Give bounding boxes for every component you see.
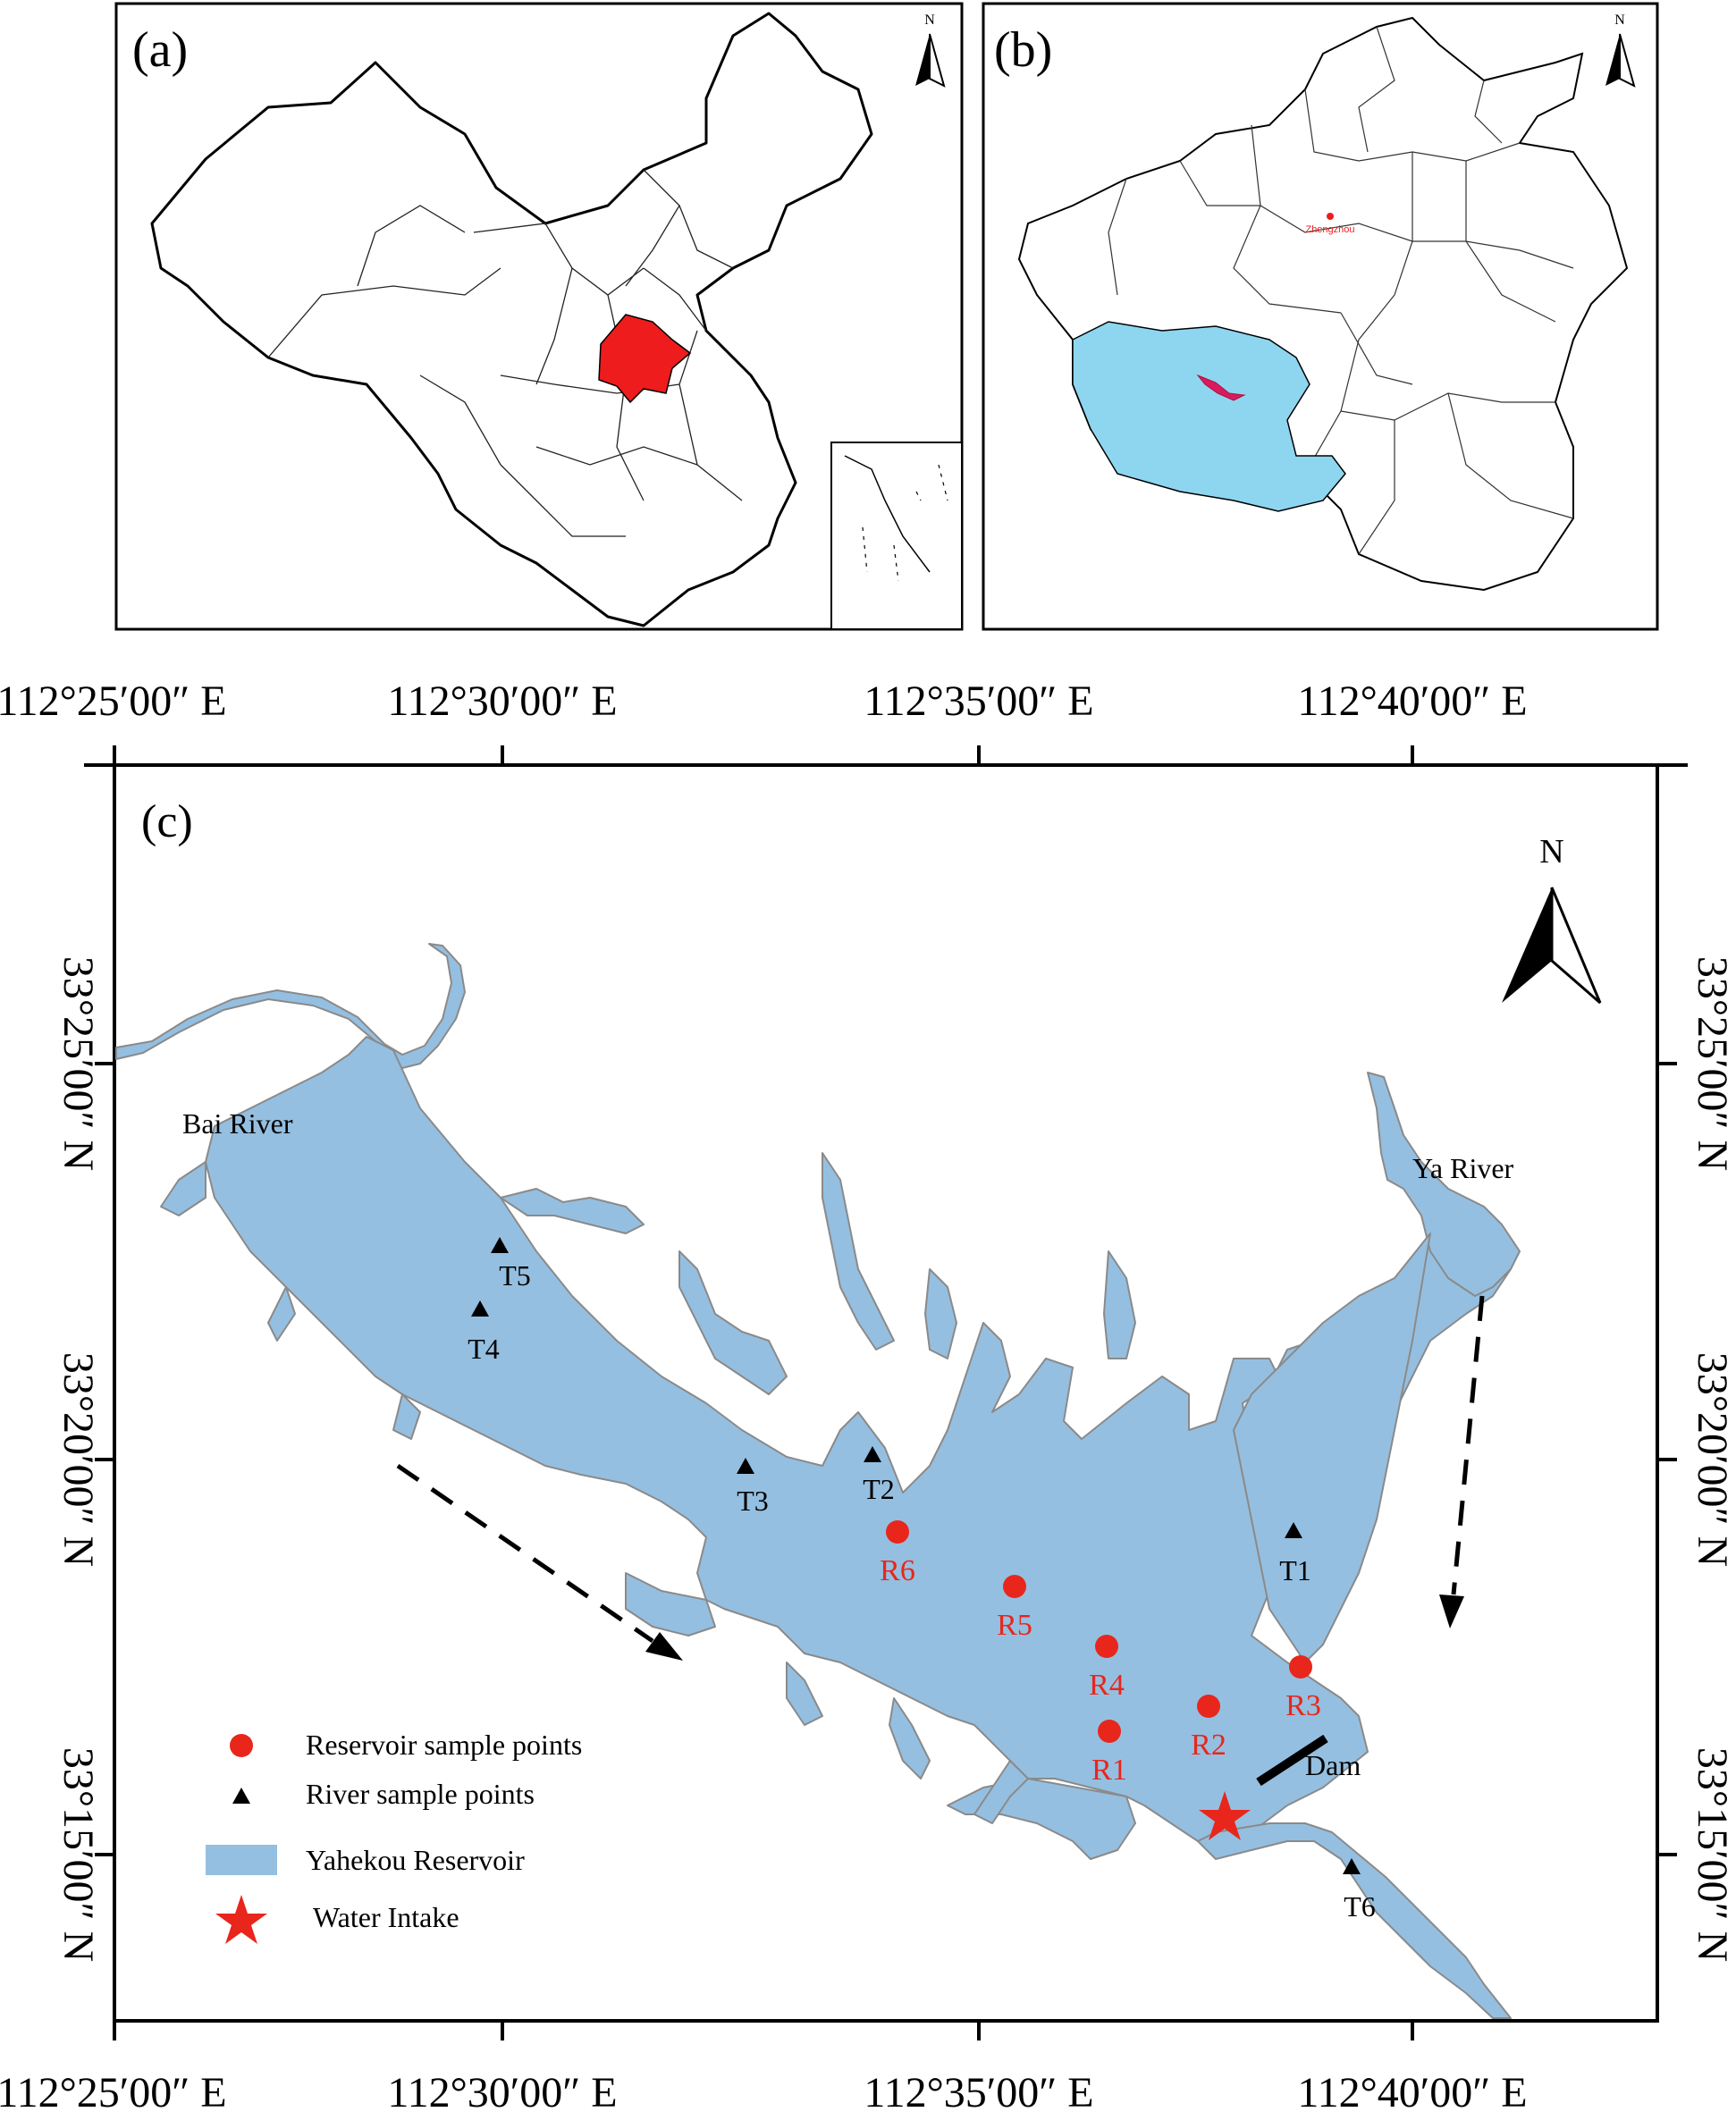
lon-label-top-2: 112°35′00″ E xyxy=(864,677,1093,725)
legend-reservoir-label: Reservoir sample points xyxy=(306,1729,582,1761)
ya-river-label: Ya River xyxy=(1412,1152,1514,1184)
reservoir-sample-points: R6 R5 R4 R1 R2 R3 xyxy=(880,1520,1321,1787)
reservoir-point-R6: R6 xyxy=(880,1520,915,1587)
reservoir-point-R4: R4 xyxy=(1089,1635,1125,1702)
legend: Reservoir sample points River sample poi… xyxy=(206,1729,582,1944)
river-point-label: T3 xyxy=(737,1485,769,1517)
zhengzhou-dot xyxy=(1327,213,1334,220)
bai-river-label: Bai River xyxy=(182,1107,293,1140)
legend-area-symbol xyxy=(206,1845,277,1875)
river-point-label: T5 xyxy=(499,1259,531,1292)
panel-c-frame xyxy=(113,763,1659,2023)
panel-c-label: (c) xyxy=(141,796,193,847)
yahekou-reservoir xyxy=(115,943,1521,2019)
water-intake-star xyxy=(1199,1791,1251,1840)
river-point-T6: T6 xyxy=(1343,1858,1376,1923)
lat-label-right-2: 33°15′00″ N xyxy=(1689,1747,1736,1962)
lat-label-right-1: 33°20′00″ N xyxy=(1689,1352,1736,1567)
north-arrow-a: N xyxy=(915,13,946,88)
lon-label-top-0: 112°25′00″ E xyxy=(0,677,227,725)
dam-label: Dam xyxy=(1305,1749,1361,1781)
river-point-label: T4 xyxy=(468,1333,500,1365)
panel-b-label: (b) xyxy=(994,22,1052,78)
river-point-T2: T2 xyxy=(863,1446,895,1505)
lon-label-bottom-3: 112°40′00″ E xyxy=(1297,2069,1527,2112)
river-point-label: T1 xyxy=(1279,1554,1311,1586)
river-point-label: T6 xyxy=(1344,1890,1376,1923)
reservoir-point-R5: R5 xyxy=(997,1575,1032,1642)
flow-arrow-west xyxy=(396,1463,683,1661)
north-arrow-a-letter: N xyxy=(924,13,935,28)
legend-intake-symbol xyxy=(215,1895,267,1944)
reservoir-point-label: R4 xyxy=(1089,1669,1125,1702)
reservoir-point-label: R1 xyxy=(1091,1754,1127,1787)
river-point-T5: T5 xyxy=(491,1237,531,1292)
legend-river-symbol xyxy=(232,1788,250,1804)
lat-labels-left: 33°25′00″ N 33°20′00″ N 33°15′00″ N xyxy=(55,956,102,1962)
legend-intake-label: Water Intake xyxy=(313,1901,459,1933)
north-arrow-b: N xyxy=(1605,13,1636,88)
reservoir-point-label: R5 xyxy=(997,1609,1032,1642)
north-arrow-c-letter: N xyxy=(1539,833,1563,871)
lat-label-left-0: 33°25′00″ N xyxy=(55,956,102,1171)
legend-river-label: River sample points xyxy=(306,1778,535,1810)
reservoir-point-R1: R1 xyxy=(1091,1720,1127,1787)
lat-label-left-2: 33°15′00″ N xyxy=(55,1747,102,1962)
frame-ticks xyxy=(84,745,1688,2040)
legend-area-label: Yahekou Reservoir xyxy=(306,1844,525,1876)
zhengzhou-label: Zhengzhou xyxy=(1305,224,1354,235)
river-point-label: T2 xyxy=(863,1473,895,1505)
lon-labels-top: 112°25′00″ E 112°30′00″ E 112°35′00″ E 1… xyxy=(0,677,1528,725)
reservoir-point-label: R3 xyxy=(1285,1689,1321,1722)
nanyang-highlight xyxy=(1072,321,1346,512)
panel-a: (a) N xyxy=(114,2,964,631)
lon-label-top-3: 112°40′00″ E xyxy=(1297,677,1527,725)
river-point-T3: T3 xyxy=(737,1458,769,1517)
lat-label-left-1: 33°20′00″ N xyxy=(55,1352,102,1567)
river-sample-points: T5 T4 T3 T2 T1 T6 xyxy=(468,1237,1376,1923)
panel-b: Zhengzhou (b) N xyxy=(982,2,1659,631)
reservoir-point-label: R2 xyxy=(1191,1729,1226,1762)
reservoir-mini xyxy=(1196,374,1246,401)
lon-label-bottom-2: 112°35′00″ E xyxy=(864,2069,1093,2112)
legend-reservoir-symbol xyxy=(230,1734,253,1757)
lat-label-right-0: 33°25′00″ N xyxy=(1689,956,1736,1171)
lon-labels-bottom: 112°25′00″ E 112°30′00″ E 112°35′00″ E 1… xyxy=(0,2069,1528,2112)
river-point-T1: T1 xyxy=(1279,1522,1311,1586)
lon-label-bottom-0: 112°25′00″ E xyxy=(0,2069,227,2112)
north-arrow-b-letter: N xyxy=(1614,13,1625,28)
panel-a-frame xyxy=(114,2,964,631)
inset-south-china-sea xyxy=(830,442,963,630)
river-point-T4: T4 xyxy=(468,1300,500,1365)
dam-line xyxy=(1256,1734,1328,1787)
reservoir-point-R3: R3 xyxy=(1285,1655,1321,1722)
panel-c: 112°25′00″ E 112°30′00″ E 112°35′00″ E 1… xyxy=(0,677,1736,2112)
flow-arrow-east xyxy=(1439,1295,1485,1628)
henan-highlight xyxy=(598,314,692,404)
lon-label-bottom-1: 112°30′00″ E xyxy=(387,2069,617,2112)
north-arrow-c: N xyxy=(1502,833,1602,1005)
reservoir-point-label: R6 xyxy=(880,1554,915,1587)
henan-prefectures xyxy=(1108,26,1574,555)
lon-label-top-1: 112°30′00″ E xyxy=(387,677,617,725)
lat-labels-right: 33°25′00″ N 33°20′00″ N 33°15′00″ N xyxy=(1689,956,1736,1962)
china-outline xyxy=(150,12,873,627)
reservoir-point-R2: R2 xyxy=(1191,1695,1226,1762)
panel-a-label: (a) xyxy=(132,22,188,78)
